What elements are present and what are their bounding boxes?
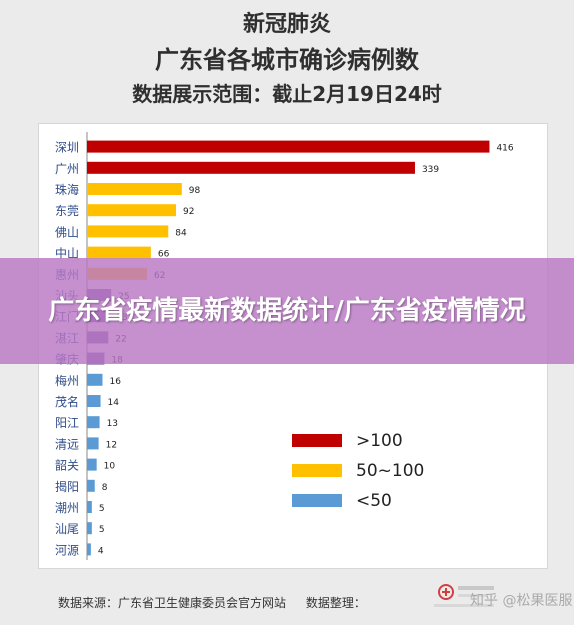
bar xyxy=(87,416,100,429)
bar xyxy=(87,543,91,556)
bar xyxy=(87,204,177,217)
bar xyxy=(87,522,92,535)
data-label: 12 xyxy=(106,440,117,450)
legend-label: 50~100 xyxy=(356,461,424,481)
bar xyxy=(87,437,99,450)
banner-title: 广东省疫情最新数据统计/广东省疫情情况 xyxy=(48,296,526,326)
organizer-logo xyxy=(434,584,494,607)
data-label: 13 xyxy=(107,419,118,429)
data-label: 16 xyxy=(109,377,121,387)
data-range-text: 数据展示范围：截止2月19日24时 xyxy=(132,82,442,106)
category-label: 汕尾 xyxy=(55,522,79,536)
data-label: 8 xyxy=(102,483,108,493)
category-label: 潮州 xyxy=(55,500,79,515)
bar xyxy=(87,183,182,195)
category-label: 揭阳 xyxy=(55,479,79,494)
category-label: 广州 xyxy=(55,162,79,176)
category-label: 清远 xyxy=(55,437,79,451)
bar xyxy=(87,140,490,153)
bar xyxy=(87,458,97,471)
data-label: 84 xyxy=(175,228,187,238)
category-label: 珠海 xyxy=(55,182,79,197)
bar xyxy=(87,373,103,386)
category-label: 中山 xyxy=(55,246,79,261)
category-label: 梅州 xyxy=(55,373,79,388)
legend-label: <50 xyxy=(356,491,392,511)
legend-swatch xyxy=(292,464,342,477)
footer: 数据来源：广东省卫生健康委员会官方网站 数据整理： xyxy=(58,594,382,611)
data-organizer-text: 数据整理： xyxy=(305,596,366,610)
data-label: 98 xyxy=(189,186,201,196)
bar xyxy=(87,246,151,259)
data-label: 10 xyxy=(104,462,116,472)
legend-label: >100 xyxy=(356,431,403,451)
category-label: 韶关 xyxy=(55,458,79,473)
data-label: 66 xyxy=(158,250,170,260)
data-label: 416 xyxy=(496,144,513,154)
bar xyxy=(87,479,95,492)
chart-subtitle: 广东省各城市确诊病例数 xyxy=(155,46,419,74)
data-label: 339 xyxy=(422,165,439,175)
data-label: 92 xyxy=(183,207,194,217)
bar xyxy=(87,395,101,407)
watermark: 知乎 @松果医服 xyxy=(470,593,573,609)
category-label: 河源 xyxy=(55,543,79,557)
category-label: 阳江 xyxy=(55,416,79,430)
legend-swatch xyxy=(292,434,342,447)
data-label: 5 xyxy=(99,504,105,514)
data-label: 14 xyxy=(108,398,120,408)
overlay-banner: 广东省疫情最新数据统计/广东省疫情情况 xyxy=(0,258,574,364)
data-source-text: 数据来源：广东省卫生健康委员会官方网站 xyxy=(58,596,287,610)
bar xyxy=(87,501,92,513)
data-label: 4 xyxy=(98,546,104,556)
category-label: 东莞 xyxy=(55,204,79,218)
bar xyxy=(87,225,169,238)
legend-swatch xyxy=(292,494,342,507)
chart-title: 新冠肺炎 xyxy=(242,12,331,37)
category-label: 深圳 xyxy=(55,141,79,155)
data-label: 5 xyxy=(99,525,105,535)
category-label: 佛山 xyxy=(55,225,79,239)
bar xyxy=(87,161,415,174)
category-label: 茂名 xyxy=(55,394,79,409)
